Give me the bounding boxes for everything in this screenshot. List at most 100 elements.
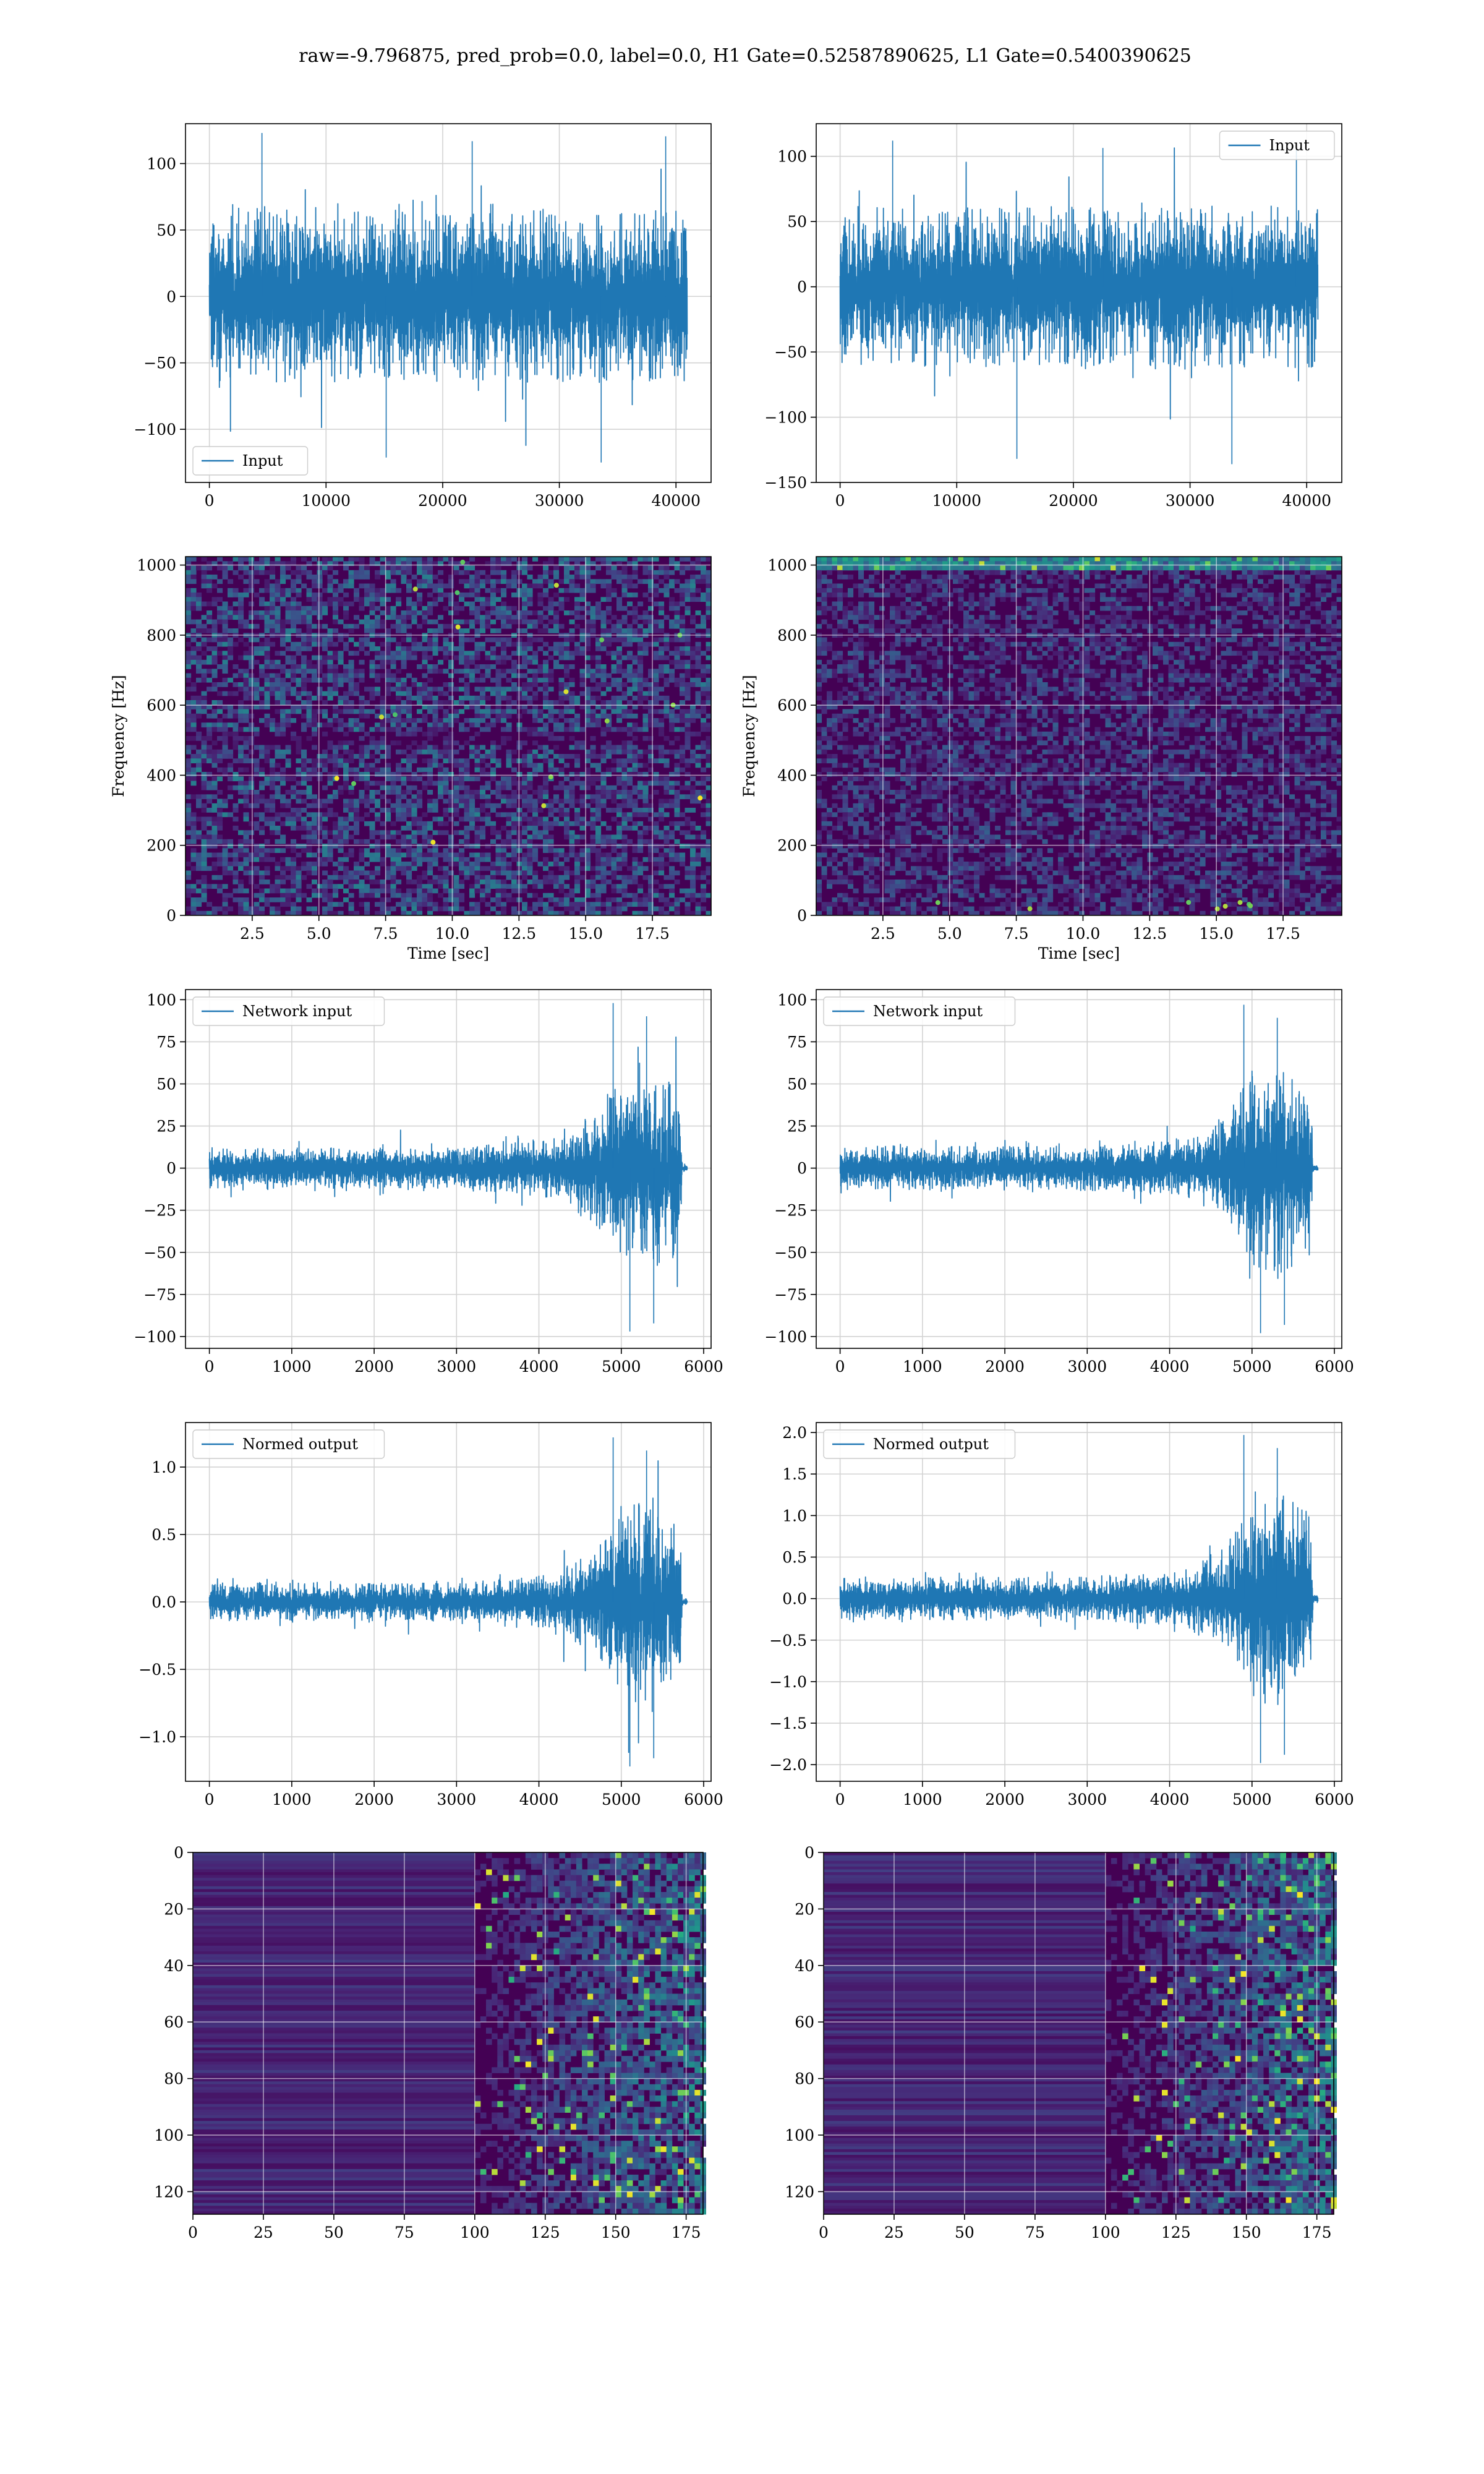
heatmap-cell <box>611 637 617 643</box>
heatmap-cell <box>490 677 497 683</box>
heatmap-cell <box>417 848 423 854</box>
heatmap-cell <box>222 736 228 741</box>
heatmap-cell <box>616 619 623 625</box>
heatmap-cell <box>448 687 454 692</box>
heatmap-cell <box>690 884 696 889</box>
x-tick-label: 30000 <box>1166 492 1215 510</box>
heatmap-cell <box>663 884 670 889</box>
heatmap-cell <box>443 718 449 723</box>
heatmap-cell <box>291 862 297 867</box>
heatmap-cell <box>701 776 707 782</box>
heatmap-cell <box>275 722 281 728</box>
heatmap-cell <box>259 718 265 723</box>
heatmap-cell <box>600 579 607 584</box>
heatmap-cell <box>459 597 465 602</box>
heatmap-cell <box>480 601 486 607</box>
heatmap-cell <box>590 749 596 755</box>
heatmap-cell <box>438 776 444 782</box>
heatmap-cell <box>511 641 518 647</box>
heatmap-cell <box>254 758 260 764</box>
heatmap-cell <box>333 597 339 602</box>
heatmap-cell <box>238 790 244 795</box>
heatmap-cell <box>207 821 213 826</box>
heatmap-cell <box>291 646 297 651</box>
heatmap-cell <box>401 655 407 661</box>
heatmap-cell <box>606 862 612 867</box>
heatmap-cell <box>190 588 197 593</box>
heatmap-cell <box>254 745 260 750</box>
heatmap-cell <box>406 848 412 854</box>
heatmap-cell <box>474 704 480 710</box>
heatmap-cell <box>606 593 612 597</box>
heatmap-cell <box>611 834 617 840</box>
heatmap-cell <box>627 875 633 880</box>
heatmap-cell <box>564 655 570 661</box>
heatmap-cell <box>448 897 454 902</box>
heatmap-cell <box>653 691 659 696</box>
heatmap-cell <box>280 866 286 871</box>
heatmap-cell <box>264 857 270 862</box>
heatmap-cell <box>222 740 228 746</box>
heatmap-cell <box>453 749 459 755</box>
heatmap-cell <box>616 709 623 714</box>
heatmap-cell <box>616 857 623 862</box>
heatmap-cell <box>680 888 686 894</box>
heatmap-peak <box>392 712 398 717</box>
heatmap-cell <box>438 794 444 800</box>
heatmap-cell <box>228 852 234 858</box>
heatmap-cell <box>674 794 680 800</box>
heatmap-cell <box>621 892 628 898</box>
heatmap-cell <box>706 808 712 813</box>
heatmap-cell <box>537 794 544 800</box>
heatmap-cell <box>380 745 386 750</box>
heatmap-cell <box>217 884 223 889</box>
heatmap-cell <box>338 763 344 768</box>
heatmap-cell <box>396 718 402 723</box>
heatmap-cell <box>585 565 591 571</box>
heatmap-cell <box>574 615 581 620</box>
heatmap-cell <box>480 888 486 894</box>
heatmap-cell <box>638 888 644 894</box>
heatmap-cell <box>243 682 249 687</box>
heatmap-cell <box>621 826 628 831</box>
heatmap-cell <box>243 816 249 822</box>
heatmap-cell <box>453 884 459 889</box>
heatmap-cell <box>674 781 680 786</box>
heatmap-cell <box>511 826 518 831</box>
heatmap-cell <box>701 892 707 898</box>
heatmap-cell <box>590 695 596 701</box>
heatmap-cell <box>616 651 623 656</box>
heatmap-cell <box>333 812 339 818</box>
heatmap-cell <box>453 709 459 714</box>
heatmap-cell <box>490 664 497 669</box>
heatmap-cell <box>680 713 686 719</box>
heatmap-cell <box>553 615 560 620</box>
heatmap-cell <box>238 798 244 804</box>
heatmap-cell <box>585 794 591 800</box>
heatmap-cell <box>543 641 549 647</box>
heatmap-cell <box>401 704 407 710</box>
heatmap-cell <box>401 691 407 696</box>
heatmap-cell <box>291 641 297 647</box>
heatmap-cell <box>406 597 412 602</box>
heatmap-cell <box>217 754 223 759</box>
heatmap-cell <box>264 848 270 854</box>
heatmap-cell <box>354 798 360 804</box>
heatmap-cell <box>527 758 533 764</box>
heatmap-cell <box>401 852 407 858</box>
heatmap-cell <box>474 763 480 768</box>
heatmap-cell <box>611 623 617 629</box>
heatmap-cell <box>706 601 712 607</box>
heatmap-cell <box>638 646 644 651</box>
heatmap-cell <box>522 910 528 916</box>
heatmap-cell <box>621 888 628 894</box>
heatmap-cell <box>380 695 386 701</box>
heatmap-cell <box>270 758 276 764</box>
heatmap-cell <box>296 615 302 620</box>
heatmap-cell <box>569 785 575 790</box>
heatmap-cell <box>432 848 438 854</box>
heatmap-cell <box>527 593 533 597</box>
heatmap-cell <box>448 862 454 867</box>
heatmap-cell <box>480 754 486 759</box>
heatmap-cell <box>574 740 581 746</box>
